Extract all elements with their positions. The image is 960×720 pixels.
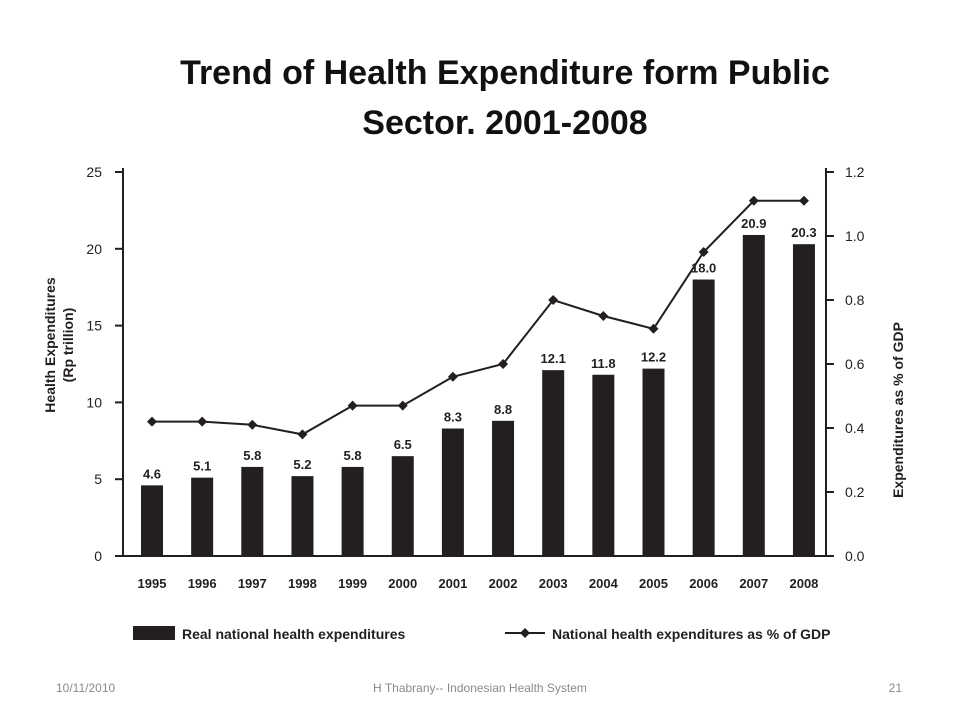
right-tick-label: 0.8 bbox=[845, 292, 865, 308]
x-tick-label: 1998 bbox=[288, 576, 317, 591]
bar-value-label: 12.2 bbox=[641, 350, 666, 365]
right-tick-label: 0.0 bbox=[845, 548, 865, 564]
x-tick-label: 2003 bbox=[539, 576, 568, 591]
bar-2005 bbox=[642, 368, 665, 556]
bar-value-label: 8.3 bbox=[444, 410, 462, 425]
bar-value-label: 20.9 bbox=[741, 216, 766, 231]
bar-value-label: 12.1 bbox=[541, 351, 566, 366]
bar-2000 bbox=[391, 456, 414, 556]
gdp-share-point-2001 bbox=[447, 371, 458, 382]
gdp-share-point-2006 bbox=[698, 247, 709, 257]
legend-bar-label: Real national health expenditures bbox=[182, 626, 405, 642]
slide-title-line1: Trend of Health Expenditure form Public bbox=[180, 54, 830, 92]
y-axis-title: Health Expenditures (Rp trillion) bbox=[42, 277, 76, 413]
x-tick-label: 2001 bbox=[438, 576, 467, 591]
gdp-share-point-2003 bbox=[548, 295, 559, 305]
bar-value-label: 6.5 bbox=[394, 437, 412, 452]
x-tick-label: 1995 bbox=[138, 576, 167, 591]
bar-value-label: 5.1 bbox=[193, 459, 211, 474]
bar-2006 bbox=[692, 279, 715, 556]
x-tick-label: 1997 bbox=[238, 576, 267, 591]
right-tick-label: 1.0 bbox=[845, 228, 865, 244]
x-tick-label: 1996 bbox=[188, 576, 217, 591]
bar-2004 bbox=[592, 374, 615, 556]
bar-value-label: 11.8 bbox=[591, 356, 616, 371]
left-tick-label: 10 bbox=[86, 394, 102, 410]
left-tick-label: 20 bbox=[86, 241, 102, 257]
gdp-share-point-2008 bbox=[798, 195, 809, 206]
bar-2002 bbox=[492, 420, 515, 556]
left-tick-label: 0 bbox=[94, 548, 102, 564]
right-tick-label: 0.6 bbox=[845, 356, 865, 372]
bar-value-label: 5.8 bbox=[344, 448, 362, 463]
bar-value-label: 5.2 bbox=[293, 457, 311, 472]
slide-title-line2: Sector. 2001-2008 bbox=[362, 104, 648, 142]
gdp-share-point-2002 bbox=[498, 359, 509, 369]
bar-value-label: 4.6 bbox=[143, 466, 161, 481]
gdp-share-point-2007 bbox=[748, 195, 759, 206]
y-axis-title-line: (Rp trillion) bbox=[60, 308, 76, 383]
legend-line-label: National health expenditures as % of GDP bbox=[552, 626, 831, 642]
left-tick-label: 5 bbox=[94, 471, 102, 487]
bar-value-label: 5.8 bbox=[243, 448, 261, 463]
gdp-share-point-2004 bbox=[598, 311, 609, 321]
gdp-share-point-1999 bbox=[347, 400, 358, 411]
bar-2001 bbox=[441, 428, 464, 556]
footer-date: 10/11/2010 bbox=[56, 681, 116, 695]
bar-value-label: 18.0 bbox=[691, 261, 716, 276]
bar-2007 bbox=[742, 234, 765, 556]
gdp-share-point-1997 bbox=[247, 419, 258, 430]
bar-1999 bbox=[341, 466, 364, 556]
bar-2008 bbox=[792, 244, 815, 556]
footer-presenter: H Thabrany-- Indonesian Health System bbox=[373, 681, 587, 695]
x-tick-label: 2002 bbox=[489, 576, 518, 591]
bar-1995 bbox=[141, 485, 163, 556]
legend-bar-swatch bbox=[133, 626, 175, 640]
x-tick-label: 2004 bbox=[589, 576, 619, 591]
slide-title: Trend of Health Expenditure form Public … bbox=[0, 48, 960, 148]
bar-value-label: 20.3 bbox=[791, 225, 816, 240]
right-tick-label: 1.2 bbox=[845, 164, 865, 180]
gdp-share-point-1998 bbox=[297, 429, 308, 440]
footer-page-number: 21 bbox=[888, 681, 902, 695]
x-tick-label: 2000 bbox=[388, 576, 417, 591]
gdp-share-point-1995 bbox=[147, 416, 157, 427]
x-tick-label: 2008 bbox=[789, 576, 818, 591]
left-tick-label: 15 bbox=[86, 318, 102, 334]
gdp-share-point-2000 bbox=[397, 400, 408, 411]
gdp-share-line bbox=[152, 199, 804, 436]
x-tick-label: 2005 bbox=[639, 576, 668, 591]
legend-line-marker bbox=[520, 628, 530, 638]
gdp-share-point-2005 bbox=[648, 323, 659, 334]
bar-1997 bbox=[241, 466, 264, 556]
bar-2003 bbox=[542, 370, 565, 556]
x-tick-label: 2006 bbox=[689, 576, 718, 591]
x-tick-label: 1999 bbox=[338, 576, 367, 591]
gdp-share-point-1996 bbox=[197, 416, 208, 427]
right-tick-label: 0.2 bbox=[845, 484, 865, 500]
y-axis-title-line: Health Expenditures bbox=[42, 277, 58, 413]
left-tick-label: 25 bbox=[86, 164, 102, 180]
x-tick-label: 2007 bbox=[739, 576, 768, 591]
right-tick-label: 0.4 bbox=[845, 420, 865, 436]
bar-1998 bbox=[291, 476, 314, 556]
y2-axis-title: Expenditures as % of GDP bbox=[890, 322, 906, 498]
bar-value-label: 8.8 bbox=[494, 402, 512, 417]
bar-1996 bbox=[191, 477, 214, 556]
